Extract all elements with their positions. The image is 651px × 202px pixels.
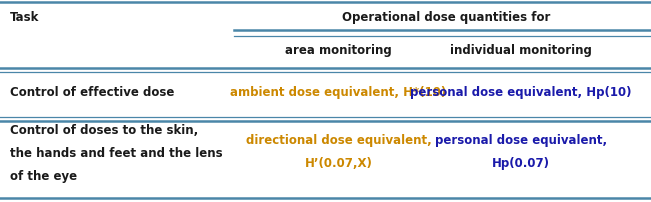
Text: Control of effective dose: Control of effective dose [10,85,174,98]
Text: Task: Task [10,11,39,24]
Text: H’(0.07,X): H’(0.07,X) [305,156,372,169]
Text: ambient dose equivalent, H*(10): ambient dose equivalent, H*(10) [230,85,447,98]
Text: personal dose equivalent, Hp(10): personal dose equivalent, Hp(10) [410,85,631,98]
Text: personal dose equivalent,: personal dose equivalent, [435,133,607,146]
Text: directional dose equivalent,: directional dose equivalent, [245,133,432,146]
Text: the hands and feet and the lens: the hands and feet and the lens [10,146,223,159]
Text: of the eye: of the eye [10,169,77,182]
Text: individual monitoring: individual monitoring [450,44,592,57]
Text: Hp(0.07): Hp(0.07) [492,156,550,169]
Text: Operational dose quantities for: Operational dose quantities for [342,11,550,24]
Text: Control of doses to the skin,: Control of doses to the skin, [10,124,198,137]
Text: area monitoring: area monitoring [285,44,392,57]
